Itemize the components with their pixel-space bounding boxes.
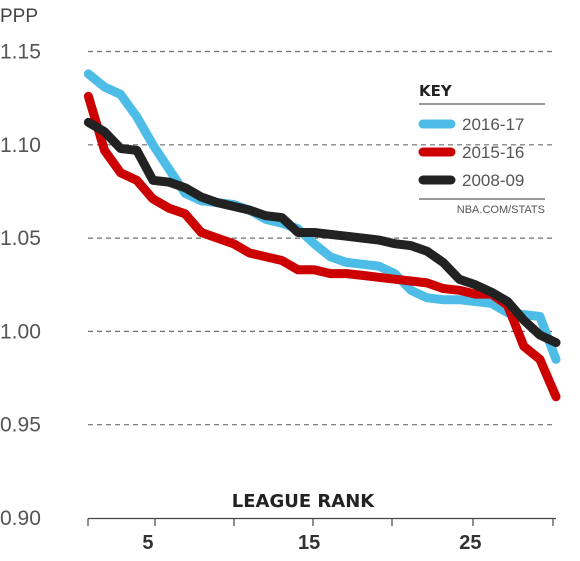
series-line-2016-17 — [83, 69, 561, 364]
legend-label: 2015-16 — [462, 143, 524, 162]
y-axis-title: PPP — [0, 6, 38, 27]
y-axis-labels: 0.90 0.95 1.00 1.05 1.10 1.15 — [0, 41, 41, 531]
y-tick-label: 1.15 — [0, 41, 41, 64]
legend-label: 2016-17 — [462, 115, 524, 134]
x-tick-label: 5 — [142, 532, 153, 554]
y-tick-label: 1.05 — [0, 227, 41, 250]
x-tick-label: 25 — [459, 532, 481, 554]
series-lines — [83, 69, 561, 402]
y-tick-label: 0.95 — [0, 414, 41, 437]
legend-title: KEY — [419, 82, 453, 100]
source-label: NBA.COM/STATS — [457, 204, 545, 216]
series-line-2015-16 — [83, 91, 561, 402]
x-axis: 5 15 25 — [87, 517, 556, 554]
legend-label: 2008-09 — [462, 171, 524, 190]
x-axis-title: LEAGUE RANK — [232, 491, 376, 512]
series-line-2008-09 — [83, 117, 561, 348]
y-tick-label: 0.90 — [0, 507, 41, 530]
x-tick-label: 15 — [298, 532, 320, 554]
legend-items: 2016-17 2015-16 2008-09 — [418, 115, 524, 190]
legend: KEY 2016-17 2015-16 2008-09 NBA.COM/STATS — [418, 82, 545, 216]
y-tick-label: 1.10 — [0, 134, 41, 157]
gridlines — [88, 50, 556, 426]
y-tick-label: 1.00 — [0, 320, 41, 343]
